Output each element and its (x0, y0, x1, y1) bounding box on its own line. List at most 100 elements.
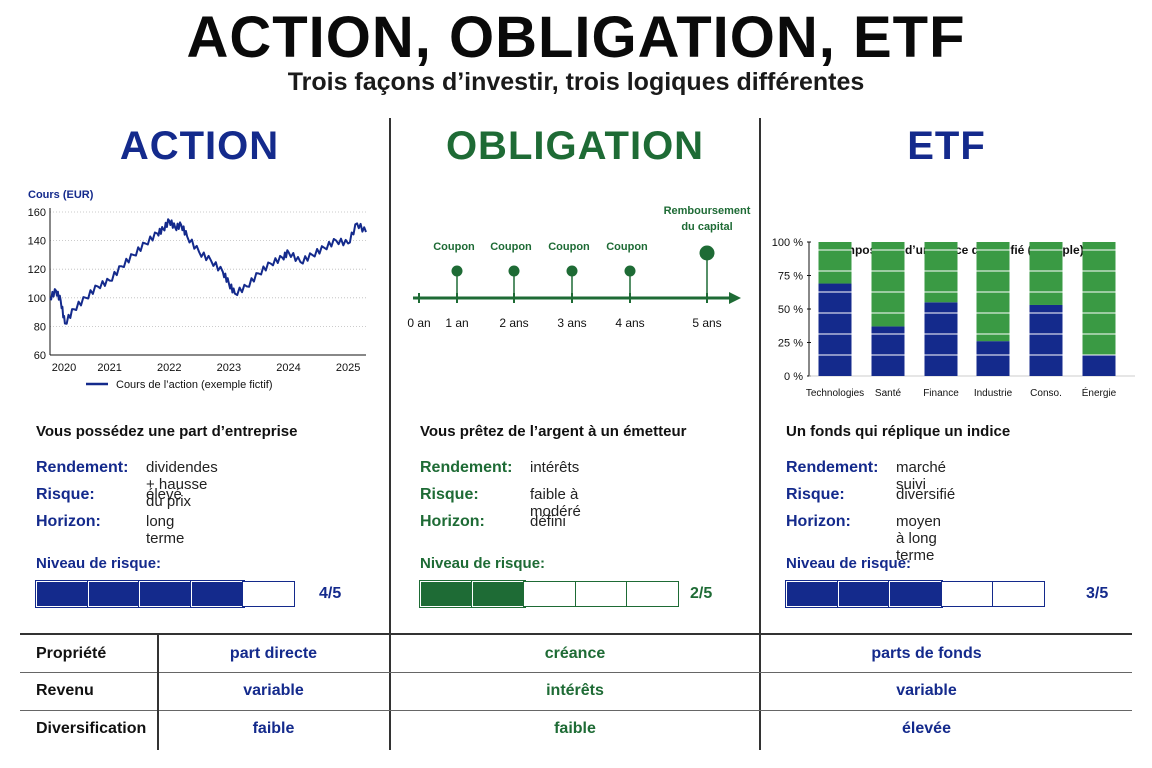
timeline-tick-label: 3 ans (557, 316, 586, 330)
bar-segment-lower (871, 326, 905, 376)
etf-horizon-label: Horizon: (786, 513, 851, 530)
cell-obligation-diversification: faible (554, 720, 596, 737)
action-statement: Vous possédez une part d’entreprise (36, 423, 298, 440)
etf-statement: Un fonds qui réplique un indice (786, 423, 1011, 440)
risk-segment-empty (626, 581, 679, 607)
obligation-column: OBLIGATION 0 an 1 an Coupon 2 ans Coupon 3 an… (391, 118, 759, 633)
etf-risk-label: Niveau de risque: (786, 555, 912, 572)
action-risk-score: 4/5 (319, 585, 342, 602)
action-risk-bar (35, 580, 295, 608)
y-tick-label: 140 (28, 236, 46, 248)
timeline-tick-label: 1 an (445, 316, 468, 330)
etf-horizon-value: moyen à long terme (896, 513, 942, 564)
risk-segment-empty (940, 581, 994, 607)
coupon-marker (624, 265, 636, 277)
risk-segment-filled (836, 580, 892, 608)
risk-segment-empty (523, 581, 576, 607)
risk-segment-empty (992, 581, 1045, 607)
etf-risk-bar (785, 580, 1045, 608)
legend-label: Cours de l’action (exemple fictif) (116, 379, 273, 391)
obligation-horizon-value: défini (530, 513, 566, 530)
cell-action-propriete: part directe (229, 645, 318, 662)
x-tick-label: 2022 (157, 362, 181, 374)
bar-segment-upper (1082, 242, 1116, 355)
subtitle: Trois façons d’investir, trois logiques … (287, 68, 865, 96)
y-tick-label: 100 (28, 293, 46, 305)
action-risque-value: élevé (146, 486, 182, 503)
y-tick-label: 0 % (784, 371, 803, 383)
obligation-risk-bar (419, 580, 679, 608)
risk-segment-filled (470, 580, 526, 608)
category-label: Énergie (1082, 386, 1117, 399)
action-risque-label: Risque: (36, 486, 95, 503)
coupon-marker (566, 265, 578, 277)
cell-obligation-propriete: créance (544, 645, 606, 662)
category-label: Industrie (974, 388, 1013, 399)
main-title: ACTION, OBLIGATION, ETF (186, 5, 966, 70)
x-tick-label: 2024 (276, 362, 300, 374)
table-row-divider (20, 672, 1132, 673)
coupon-marker (451, 265, 463, 277)
bar-segment-upper (924, 242, 958, 303)
bar-segment-lower (818, 283, 852, 376)
cell-etf-revenu: variable (896, 682, 957, 699)
obligation-horizon-label: Horizon: (420, 513, 485, 530)
etf-risque-label: Risque: (786, 486, 845, 503)
row-label-propriete: Propriété (36, 645, 107, 662)
y-tick-label: 60 (34, 350, 46, 362)
y-tick-label: 80 (34, 321, 46, 333)
cell-action-revenu: variable (243, 682, 304, 699)
coupon-label: Coupon (606, 241, 648, 253)
coupon-label: Coupon (433, 241, 475, 253)
obligation-risque-label: Risque: (420, 486, 479, 503)
obligation-rendement-label: Rendement: (420, 459, 513, 476)
bar-segment-upper (818, 242, 852, 284)
y-tick-label: 120 (28, 264, 46, 276)
action-rendement-label: Rendement: (36, 459, 129, 476)
action-price-chart: Cours (EUR) 60 80 100 120 140 160 2020 2021 2022 2… (28, 189, 367, 391)
action-risk-label: Niveau de risque: (36, 555, 162, 572)
table-top-border (20, 633, 1132, 635)
category-label: Finance (923, 388, 959, 399)
y-axis-label: Cours (EUR) (28, 189, 94, 201)
column-divider-2 (759, 118, 761, 750)
action-horizon-label: Horizon: (36, 513, 101, 530)
etf-column: ETF Composition d’un indice diversifié (… (761, 118, 1152, 633)
etf-risk-score: 3/5 (1086, 585, 1109, 602)
table-label-divider (157, 634, 159, 750)
repayment-label-line2: du capital (681, 221, 732, 233)
bar-segment-lower (976, 341, 1010, 376)
obligation-rendement-value: intérêts (530, 459, 580, 476)
column-divider-1 (389, 118, 391, 750)
cell-etf-diversification: élevée (902, 720, 951, 737)
coupon-label: Coupon (490, 241, 532, 253)
etf-rendement-label: Rendement: (786, 459, 879, 476)
timeline-arrow-icon (729, 292, 741, 304)
timeline-tick-label: 0 an (407, 316, 430, 330)
y-tick-label: 50 % (778, 304, 803, 316)
obligation-risque-value: faible à modéré (530, 486, 581, 520)
timeline-tick-label: 2 ans (499, 316, 528, 330)
cell-action-diversification: faible (252, 720, 295, 737)
etf-composition-chart: Composition d’un indice diversifié (exem… (772, 237, 1135, 399)
x-tick-label: 2020 (52, 362, 76, 374)
coupon-marker (508, 265, 520, 277)
action-horizon-value: long terme (146, 513, 185, 547)
risk-segment-filled (86, 580, 142, 608)
row-label-revenu: Revenu (36, 682, 94, 699)
obligation-risk-score: 2/5 (690, 585, 713, 602)
risk-segment-filled (35, 580, 90, 608)
obligation-timeline: 0 an 1 an Coupon 2 ans Coupon 3 ans Coupon 4 an… (407, 205, 750, 330)
etf-risque-value: diversifié (896, 486, 956, 503)
table-row-divider (20, 710, 1132, 711)
risk-segment-filled (888, 580, 943, 608)
obligation-statement: Vous prêtez de l’argent à un émetteur (420, 423, 687, 440)
risk-segment-filled (785, 580, 840, 608)
risk-segment-empty (242, 581, 295, 607)
row-label-diversification: Diversification (36, 720, 147, 737)
category-label: Santé (875, 388, 902, 399)
cell-obligation-revenu: intérêts (546, 682, 604, 699)
bar-segment-lower (1029, 304, 1063, 376)
coupon-label: Coupon (548, 241, 590, 253)
risk-segment-filled (138, 580, 193, 608)
